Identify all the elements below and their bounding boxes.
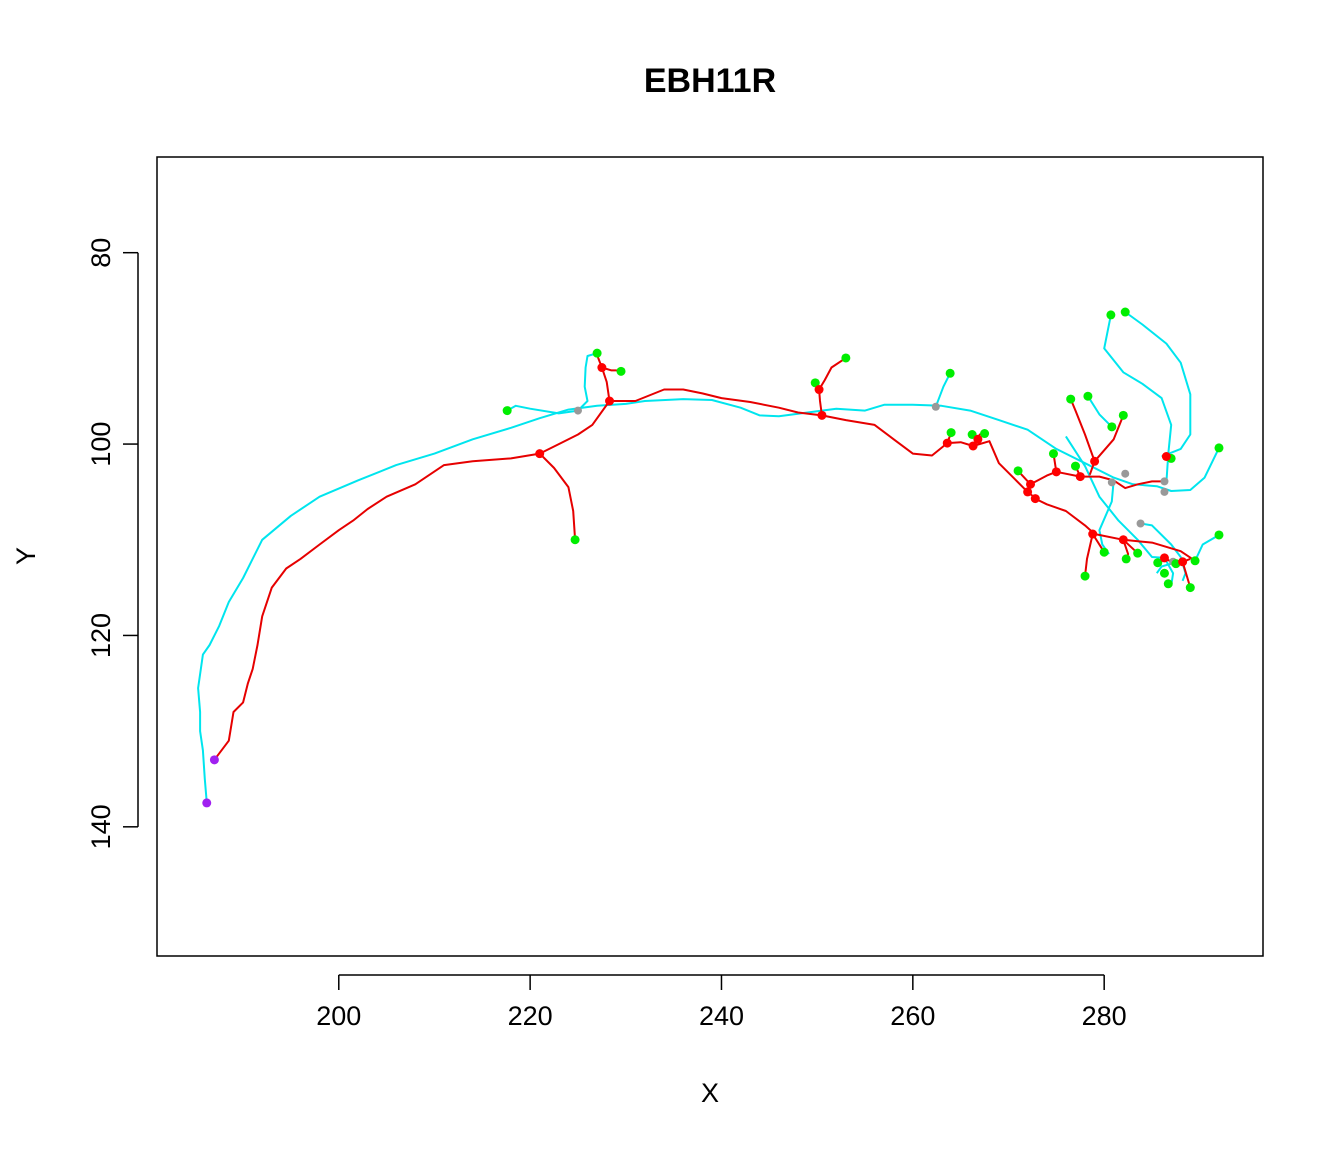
axes: 200 220 240 260 280 80 100 120 140	[86, 156, 1264, 1031]
endpoint-point	[1120, 307, 1130, 317]
endpoint-point	[1121, 554, 1131, 564]
cyan-node-point	[1107, 478, 1116, 487]
branch-point	[817, 410, 827, 420]
branch-point	[605, 396, 615, 406]
cyan-trace-path	[1098, 480, 1115, 555]
branch-point	[1026, 479, 1036, 489]
x-tick-label: 280	[1082, 1001, 1127, 1031]
x-tick-label: 240	[699, 1001, 744, 1031]
red-trace-path	[1084, 533, 1094, 577]
red-trace-path	[1030, 470, 1165, 490]
red-trace-path	[1088, 415, 1125, 476]
branch-point	[1088, 529, 1098, 539]
red-trace-path	[1069, 398, 1096, 462]
endpoint-point	[1214, 530, 1224, 540]
endpoint-point	[592, 348, 602, 358]
endpoint-point	[1048, 449, 1058, 459]
endpoint-point	[1153, 558, 1163, 568]
cyan-trace-path	[1087, 395, 1113, 428]
cyan-trace-path	[197, 398, 1220, 803]
y-tick-label: 140	[86, 804, 116, 849]
endpoint-point	[1107, 422, 1117, 432]
cyan-trace-path	[577, 352, 598, 412]
traces	[197, 307, 1224, 808]
endpoint-point	[945, 368, 955, 378]
endpoint-point	[1163, 579, 1173, 589]
endpoint-point	[1159, 568, 1169, 578]
red-trace-path	[818, 357, 847, 391]
branch-point	[1023, 487, 1033, 497]
cyan-node-point	[1121, 469, 1130, 478]
endpoint-point	[1106, 310, 1116, 320]
endpoint-point	[1133, 548, 1143, 558]
endpoint-point	[1118, 410, 1128, 420]
endpoint-point	[1083, 391, 1093, 401]
endpoint-point	[980, 429, 990, 439]
endpoint-point	[1070, 461, 1080, 471]
endpoint-point	[1099, 547, 1109, 557]
branch-point	[597, 363, 607, 373]
red-trace-path	[596, 354, 611, 402]
endpoint-point	[1080, 571, 1090, 581]
y-axis-label: Y	[11, 547, 41, 565]
cyan-trace-path	[1194, 534, 1220, 562]
branch-point	[968, 441, 978, 451]
endpoint-point	[1013, 466, 1023, 476]
endpoint-point	[1214, 443, 1224, 453]
branch-point	[1178, 557, 1188, 567]
x-axis-label: X	[701, 1078, 719, 1108]
cyan-trace-path	[506, 404, 579, 415]
cyan-node-point	[1160, 487, 1169, 496]
x-tick-label: 260	[890, 1001, 935, 1031]
cyan-node-point	[1160, 477, 1169, 486]
origin-point	[202, 798, 212, 808]
branch-point	[1161, 452, 1171, 462]
branch-point	[973, 434, 983, 444]
chart-title: EBH11R	[644, 62, 776, 100]
endpoint-point	[810, 378, 820, 388]
plot-area	[197, 307, 1224, 808]
y-tick-label: 80	[86, 238, 116, 268]
origin-point	[209, 755, 219, 765]
endpoint-point	[616, 366, 626, 376]
y-tick-label: 120	[86, 613, 116, 658]
endpoint-point	[946, 428, 956, 438]
x-tick-label: 200	[316, 1001, 361, 1031]
red-trace-path	[538, 452, 577, 540]
x-tick-label: 220	[508, 1001, 553, 1031]
red-trace-path	[213, 388, 1196, 761]
cyan-trace-path	[1155, 562, 1172, 574]
endpoint-point	[1185, 583, 1195, 593]
cyan-node-point	[931, 402, 940, 411]
endpoint-point	[1190, 556, 1200, 566]
branch-point	[1051, 467, 1061, 477]
cyan-trace-path	[1103, 314, 1173, 483]
branch-point	[535, 449, 545, 459]
plot-frame	[156, 156, 1264, 957]
branch-point	[1075, 472, 1085, 482]
cyan-node-point	[573, 406, 582, 415]
y-tick-label: 100	[86, 422, 116, 467]
endpoint-point	[1066, 394, 1076, 404]
branch-point	[942, 438, 952, 448]
branch-point	[814, 385, 824, 395]
endpoint-point	[502, 406, 512, 416]
cyan-trace-path	[934, 372, 951, 408]
endpoint-point	[841, 353, 851, 363]
branch-point	[1030, 494, 1040, 504]
branch-point	[1090, 456, 1100, 466]
branch-point	[1118, 535, 1128, 545]
endpoint-point	[570, 535, 580, 545]
branch-point	[1159, 553, 1169, 563]
cyan-node-point	[1136, 519, 1145, 528]
cyan-trace-path	[1124, 311, 1192, 458]
